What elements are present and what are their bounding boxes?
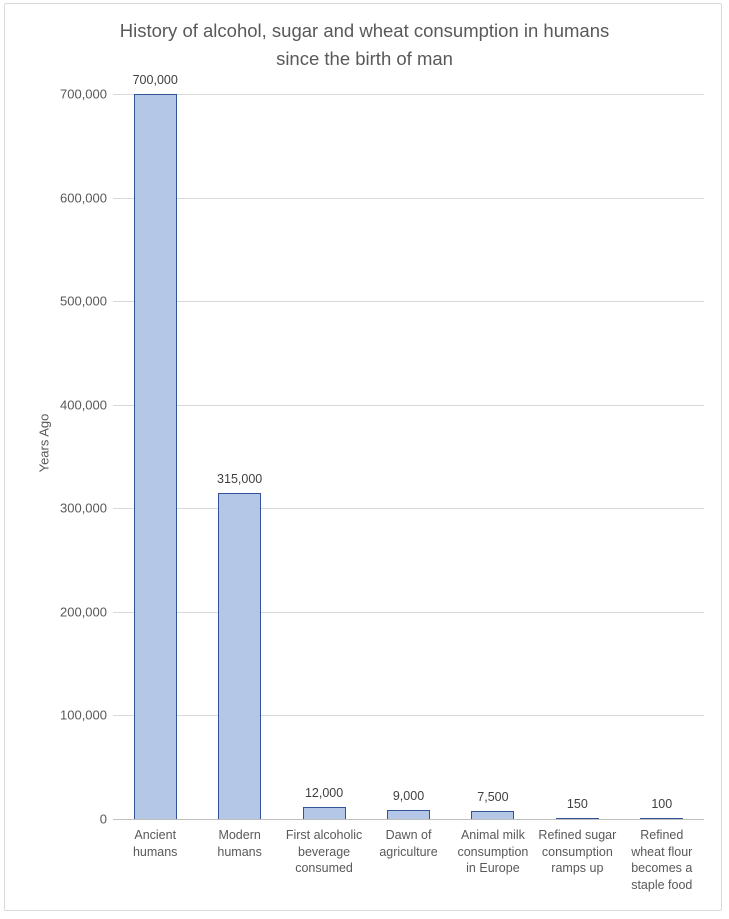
y-tick-label: 0 [99, 811, 107, 827]
bar-data-label: 315,000 [217, 471, 263, 486]
x-axis-category-labels: Ancient humans Modern humans First alcohol… [113, 827, 704, 909]
plot-area: 700,000 315,000 12,000 9,000 7,500 150 100 [113, 73, 704, 820]
bar-data-label: 100 [651, 796, 673, 811]
bar-data-label: 12,000 [304, 785, 344, 800]
gridline [113, 197, 704, 199]
gridline [113, 508, 704, 510]
bar-data-label: 150 [566, 796, 588, 811]
bar [133, 94, 177, 819]
bar [218, 492, 262, 819]
category-label: Refined wheat flour becomes a staple foo… [631, 828, 693, 892]
category-label: First alcoholic beverage consumed [285, 828, 363, 875]
bar-data-label: 700,000 [132, 73, 178, 87]
gridline [113, 301, 704, 303]
y-tick-label: 100,000 [60, 707, 107, 723]
y-tick-label: 400,000 [60, 397, 107, 413]
category-label: Modern humans [217, 828, 262, 859]
y-tick-label: 300,000 [60, 500, 107, 516]
bar-data-label: 9,000 [392, 788, 425, 803]
category-label: Animal milk consumption in Europe [457, 828, 529, 875]
gridline [113, 611, 704, 613]
y-tick-label: 200,000 [60, 604, 107, 620]
y-tick-label: 500,000 [60, 293, 107, 309]
bar [302, 806, 346, 819]
y-tick-label: 600,000 [60, 190, 107, 206]
category-label: Ancient humans [132, 828, 178, 859]
chart-title: History of alcohol, sugar and wheat cons… [119, 20, 610, 69]
bar-data-label: 7,500 [477, 790, 509, 805]
bar [471, 811, 515, 819]
y-axis-tick-labels: 0 100,000 200,000 300,000 400,000 500,000 600,… [0, 87, 107, 827]
gridline [113, 715, 704, 717]
category-label: Dawn of agriculture [379, 828, 438, 859]
gridline [113, 94, 704, 95]
bar [555, 817, 599, 819]
bar [387, 809, 430, 819]
y-tick-label: 700,000 [60, 86, 107, 102]
gridline [113, 404, 704, 406]
category-label: Refined sugar consumption ramps up [538, 828, 617, 875]
bar [640, 817, 684, 819]
